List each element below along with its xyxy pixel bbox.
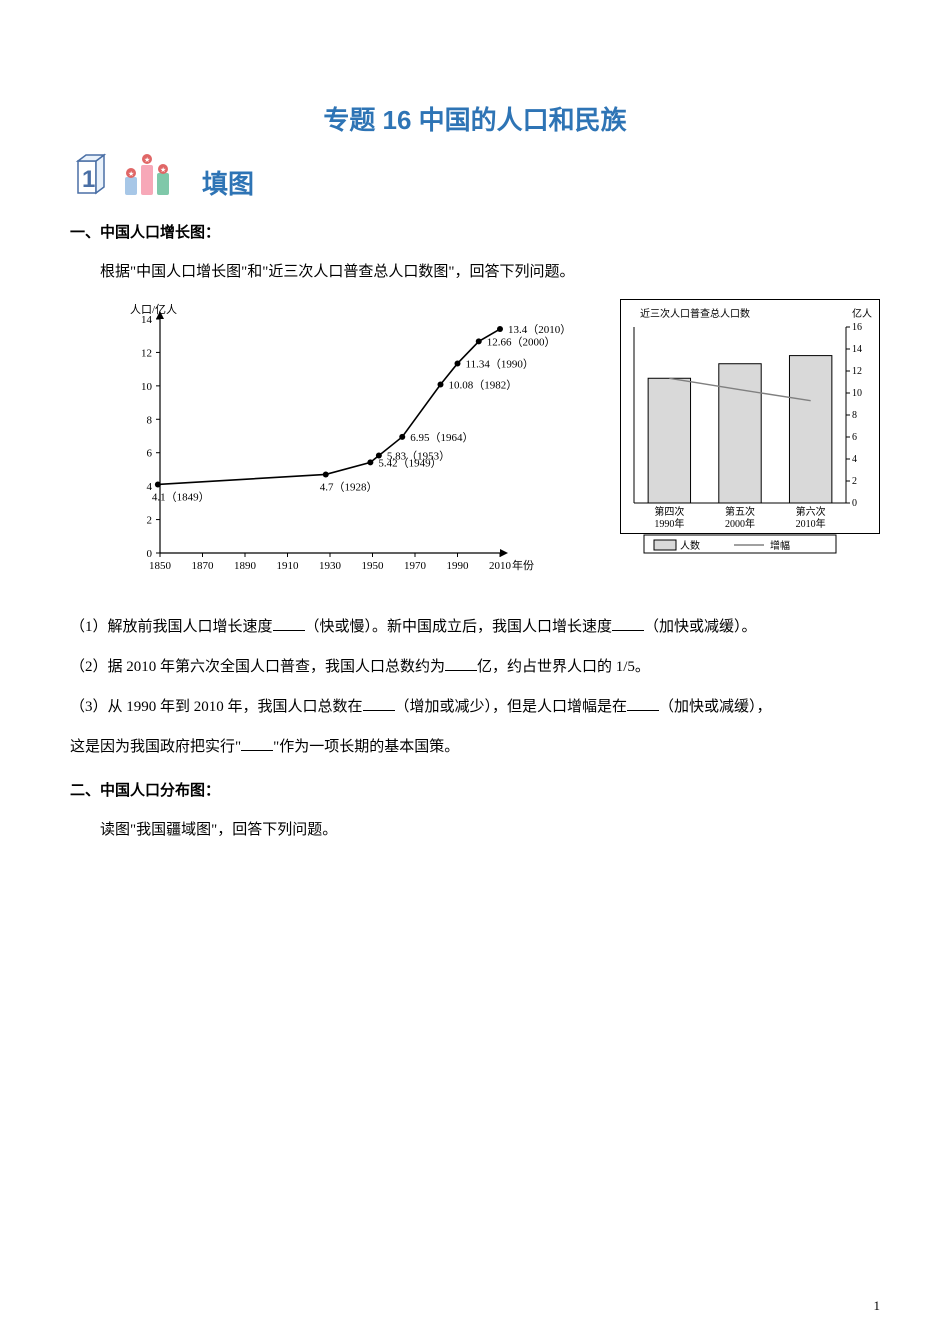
svg-text:10: 10 <box>852 388 862 399</box>
q1-text-c: （加快或减缓）。 <box>644 619 757 635</box>
svg-text:2010: 2010 <box>489 560 512 572</box>
question-3: （3）从 1990 年到 2010 年，我国人口总数在 （增加或减少），但是人口增… <box>70 689 880 725</box>
svg-text:★: ★ <box>160 166 166 174</box>
svg-text:1990: 1990 <box>447 560 470 572</box>
svg-text:★: ★ <box>144 156 150 164</box>
svg-text:6.95（1964）: 6.95（1964） <box>410 431 473 444</box>
charts-row: 人口/亿人 0 2 4 6 8 10 12 14 1850 1870 1890 1910 1930 1950… <box>110 299 880 589</box>
svg-text:5.83（1953）: 5.83（1953） <box>387 450 450 463</box>
q3-text-c: （加快或减缓）， <box>659 699 772 715</box>
blank <box>445 655 477 671</box>
intro-2: 读图"我国疆域图"，回答下列问题。 <box>100 814 880 847</box>
svg-text:10.08（1982）: 10.08（1982） <box>449 379 518 392</box>
svg-text:亿人: 亿人 <box>852 307 872 320</box>
q1-text-b: （快或慢）。新中国成立后，我国人口增长速度 <box>305 619 613 635</box>
page-number: 1 <box>874 1298 881 1314</box>
svg-text:1970: 1970 <box>404 560 427 572</box>
svg-text:4.1（1849）: 4.1（1849） <box>152 490 210 503</box>
svg-text:12.66（2000）: 12.66（2000） <box>487 335 556 348</box>
svg-text:4: 4 <box>852 454 857 465</box>
heading-2: 二、中国人口分布图： <box>70 779 880 800</box>
svg-text:8: 8 <box>852 410 857 421</box>
svg-text:4.7（1928）: 4.7（1928） <box>320 480 378 493</box>
svg-text:近三次人口普查总人口数: 近三次人口普查总人口数 <box>640 307 750 320</box>
blank <box>273 615 305 631</box>
svg-text:8: 8 <box>147 414 153 426</box>
svg-text:2000年: 2000年 <box>725 517 755 530</box>
section-label: 填图 <box>202 164 254 201</box>
population-growth-line-chart: 人口/亿人02468101214185018701890191019301950… <box>110 299 610 589</box>
q3-text-e: "作为一项长期的基本国策。 <box>273 739 459 755</box>
q3-text-b: （增加或减少），但是人口增幅是在 <box>395 699 628 715</box>
blank <box>241 735 273 751</box>
svg-text:1850: 1850 <box>149 560 172 572</box>
svg-text:第四次: 第四次 <box>654 505 684 518</box>
svg-text:1910: 1910 <box>277 560 300 572</box>
svg-text:增幅: 增幅 <box>770 539 790 552</box>
q2-text-a: （2）据 2010 年第六次全国人口普查，我国人口总数约为 <box>70 659 445 675</box>
svg-text:1: 1 <box>82 166 95 193</box>
svg-text:10: 10 <box>141 381 153 393</box>
svg-text:12: 12 <box>141 347 152 359</box>
svg-text:2: 2 <box>147 515 153 527</box>
svg-text:1990年: 1990年 <box>654 517 684 530</box>
svg-text:人数: 人数 <box>680 539 700 552</box>
svg-text:人口/亿人: 人口/亿人 <box>130 303 177 316</box>
blank <box>363 695 395 711</box>
intro-1: 根据"中国人口增长图"和"近三次人口普查总人口数图"，回答下列问题。 <box>100 256 880 289</box>
svg-text:14: 14 <box>852 344 862 355</box>
svg-text:16: 16 <box>852 322 862 333</box>
svg-text:1890: 1890 <box>234 560 257 572</box>
census-bar-chart: 近三次人口普查总人口数 亿人 0 2 4 6 8 10 12 14 16 第四次1990年 第五次200… <box>620 299 880 559</box>
svg-text:1870: 1870 <box>192 560 215 572</box>
number-1-bar-icon: 1 ★ ★ ★ <box>70 147 190 201</box>
question-3-line2: 这是因为我国政府把实行" "作为一项长期的基本国策。 <box>70 729 880 765</box>
svg-text:14: 14 <box>141 314 153 326</box>
blank <box>627 695 659 711</box>
svg-text:6: 6 <box>852 432 857 443</box>
svg-text:1950: 1950 <box>362 560 385 572</box>
svg-text:6: 6 <box>147 448 153 460</box>
svg-text:第五次: 第五次 <box>725 505 755 518</box>
heading-1: 一、中国人口增长图： <box>70 221 880 242</box>
svg-text:2: 2 <box>852 476 857 487</box>
q1-text-a: （1）解放前我国人口增长速度 <box>70 619 273 635</box>
svg-text:12: 12 <box>852 366 862 377</box>
blank <box>612 615 644 631</box>
svg-text:0: 0 <box>147 548 153 560</box>
q3-text-d: 这是因为我国政府把实行" <box>70 739 241 755</box>
q2-text-b: 亿，约占世界人口的 1/5。 <box>477 659 650 675</box>
svg-text:13.4（2010）: 13.4（2010） <box>508 323 571 336</box>
question-2: （2）据 2010 年第六次全国人口普查，我国人口总数约为 亿，约占世界人口的 1… <box>70 649 880 685</box>
q3-text-a: （3）从 1990 年到 2010 年，我国人口总数在 <box>70 699 363 715</box>
svg-text:0: 0 <box>852 498 857 509</box>
svg-text:★: ★ <box>128 170 134 178</box>
question-1: （1）解放前我国人口增长速度 （快或慢）。新中国成立后，我国人口增长速度 （加快或减… <box>70 609 880 645</box>
svg-text:11.34（1990）: 11.34（1990） <box>466 357 534 370</box>
section-header: 1 ★ ★ ★ 填图 <box>70 147 880 201</box>
svg-text:2010年: 2010年 <box>796 517 826 530</box>
svg-text:第六次: 第六次 <box>796 505 826 518</box>
svg-text:1930: 1930 <box>319 560 342 572</box>
page-title: 专题 16 中国的人口和民族 <box>70 100 880 137</box>
svg-text:年份: 年份 <box>512 558 534 572</box>
